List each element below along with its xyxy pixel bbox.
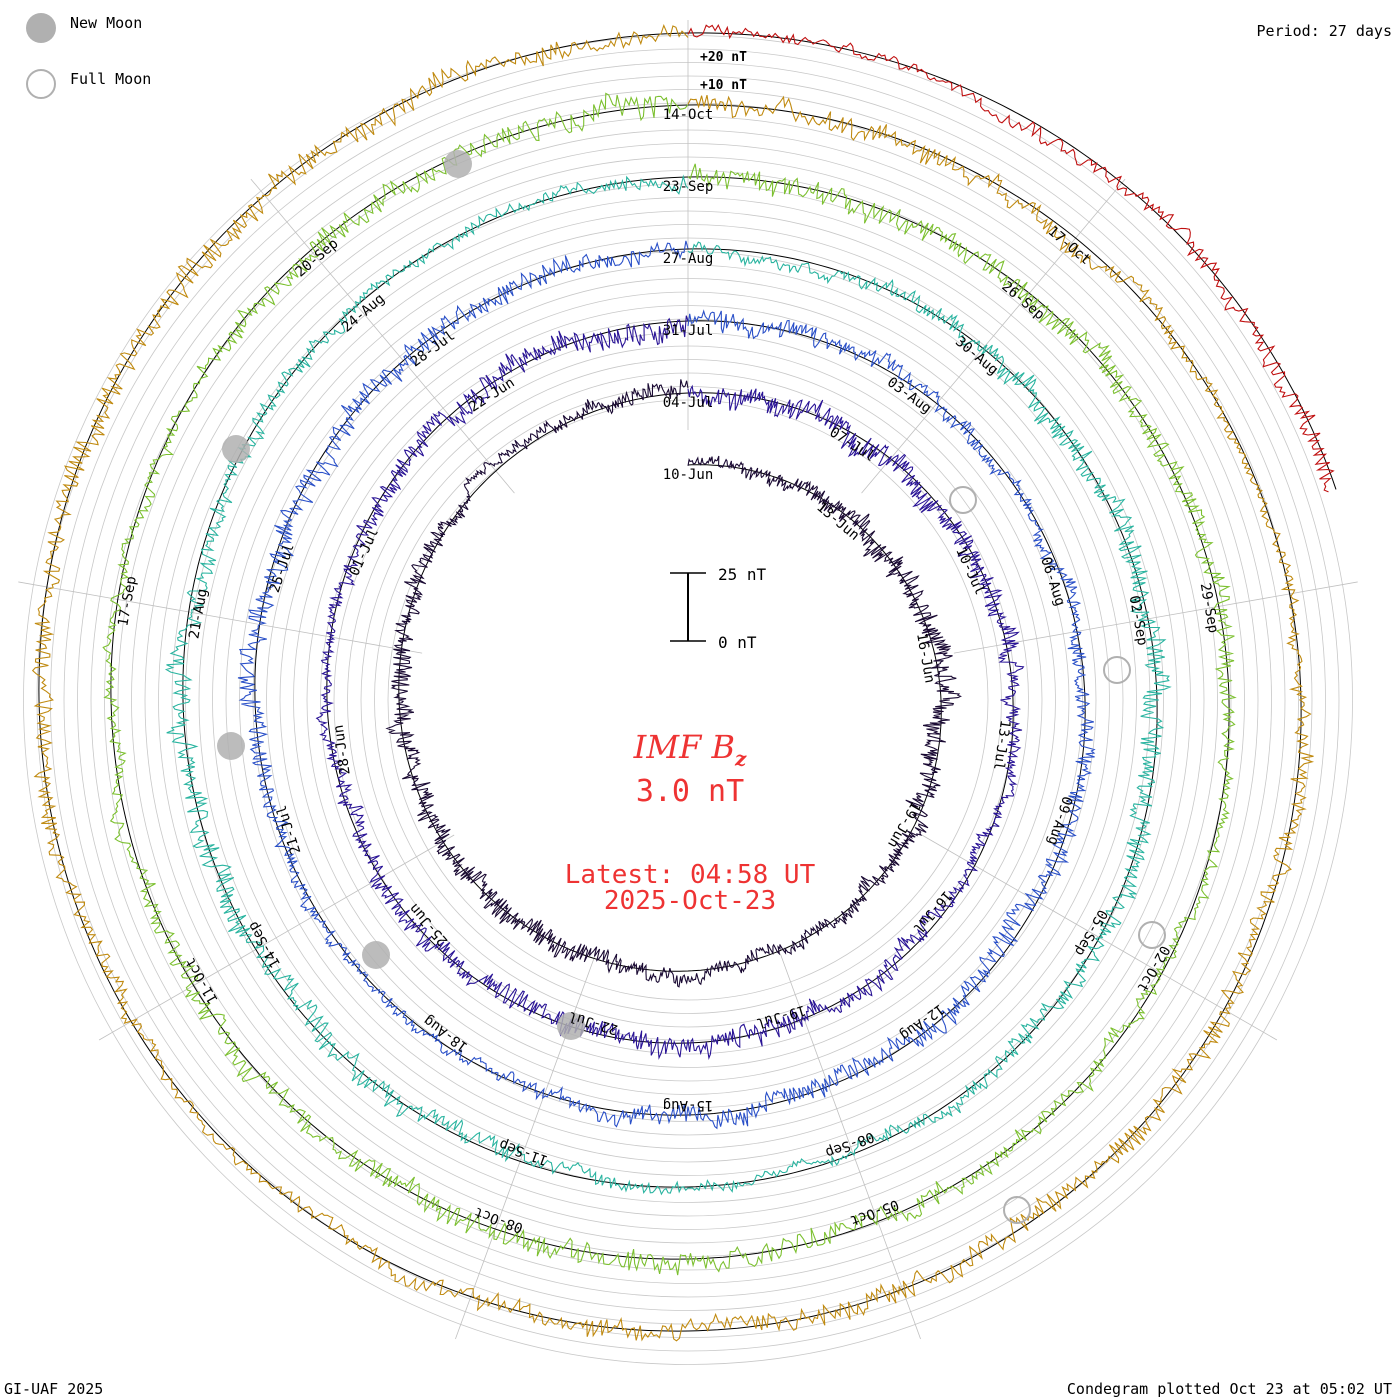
date-label: 26-Sep [998,279,1047,324]
date-label: 17-Sep [115,575,140,628]
baseline-spiral [687,32,1337,490]
full-moon-marker [1103,656,1131,684]
trace-rotation-2 [315,315,1025,1061]
new-moon-marker [217,732,245,760]
grid-spoke [779,953,921,1340]
date-label: 05-Oct [848,1196,901,1228]
grid-spoke [250,178,515,494]
period-label: Period: 27 days [1256,22,1392,40]
date-label: 15-Aug [663,1097,714,1113]
date-label: 23-Sep [663,179,714,195]
date-label: 04-Jul [663,395,714,411]
grid-spoke [861,178,1126,494]
baseline-spiral [110,104,1230,1260]
trace-rotation-6 [31,23,1315,1342]
center-value: 3.0 nT [635,774,745,809]
center-title: IMF Bz [0,728,1380,770]
center-title-sub: z [734,746,747,771]
date-label: 28-Jun [331,724,354,776]
ref-label-20: +20 nT [700,50,747,65]
full-moon-marker [1003,1196,1031,1224]
new-moon-marker [444,150,472,178]
spoke-layer [18,20,1358,1340]
date-label: 20-Sep [293,236,342,281]
new-moon-label: New Moon [70,14,143,32]
scale-bar-top-label: 25 nT [718,565,767,584]
new-moon-marker [362,941,390,969]
full-moon-label: Full Moon [70,70,152,88]
grid-spoke [18,581,423,654]
grid-ring [306,318,1070,1082]
date-label: 10-Jul [952,545,988,598]
date-label: 12-Aug [897,1000,947,1043]
plotted-label: Condegram plotted Oct 23 at 05:02 UT [1066,1380,1392,1398]
trace-layer [31,23,1337,1342]
moon-layer [217,150,1166,1224]
date-label: 31-Jul [663,323,714,339]
trace-rotation-5 [102,92,1237,1276]
date-label: 29-Sep [1197,582,1222,635]
credit-label: GI-UAF 2025 [4,1380,104,1398]
date-label: 11-Sep [497,1136,550,1168]
date-label: 13-Jul [990,719,1013,771]
new-moon-marker [222,435,250,463]
trace-rotation-1 [385,379,962,988]
date-label: 27-Aug [663,251,714,267]
full-moon-icon [26,69,56,99]
scale-bar-bottom-label: 0 nT [718,633,757,652]
reference-labels: +20 nT +10 nT [700,50,747,93]
grid-spoke [953,581,1358,654]
trace-rotation-7 [687,24,1335,493]
new-moon-marker [557,1012,585,1040]
center-title-main: IMF B [633,728,735,766]
date-label: 14-Oct [663,107,714,123]
full-moon-marker [949,486,977,514]
new-moon-icon [26,13,56,43]
baseline-spiral [398,392,942,972]
center-date: 2025-Oct-23 [603,886,777,916]
grid-spoke [98,834,455,1041]
center-latest: Latest: 04:58 UT [564,860,816,890]
date-label: 10-Jun [663,467,714,483]
scale-bar: 25 nT 0 nT [670,565,767,652]
ref-label-10: +10 nT [700,78,747,93]
full-moon-marker [1138,921,1166,949]
trace-rotation-3 [237,240,1096,1130]
